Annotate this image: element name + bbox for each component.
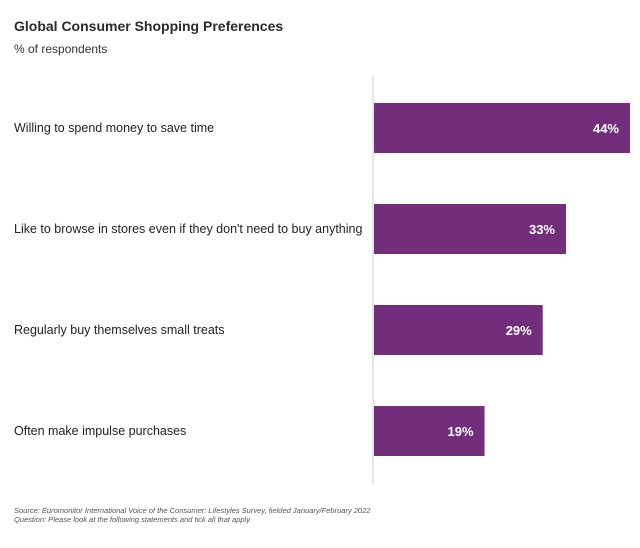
bar (374, 406, 485, 456)
bar (374, 204, 566, 254)
chart-title: Global Consumer Shopping Preferences (14, 18, 284, 34)
question-note: Question: Please look at the following s… (14, 515, 252, 524)
category-label: Often make impulse purchases (14, 424, 186, 438)
bar (374, 305, 543, 355)
category-label: Like to browse in stores even if they do… (14, 222, 362, 236)
category-label: Willing to spend money to save time (14, 121, 214, 135)
source-note: Source: Euromonitor International Voice … (14, 506, 371, 515)
category-label: Regularly buy themselves small treats (14, 323, 225, 337)
value-label: 44% (593, 121, 619, 136)
value-label: 33% (529, 222, 555, 237)
chart-subtitle: % of respondents (14, 42, 108, 56)
value-label: 29% (506, 323, 532, 338)
value-label: 19% (448, 424, 474, 439)
chart-footer: Source: Euromonitor International Voice … (14, 506, 370, 524)
bar-chart: Willing to spend money to save time 44% Li… (14, 76, 630, 484)
bar (374, 103, 630, 153)
